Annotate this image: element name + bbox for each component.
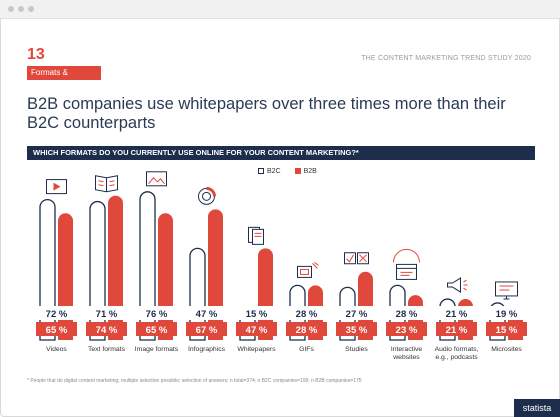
label-box-b2b bbox=[236, 322, 277, 336]
label-box-b2b bbox=[336, 322, 377, 336]
bar-b2c bbox=[89, 200, 106, 341]
legend-item-b2b: B2B bbox=[294, 168, 317, 175]
section-tag: Formats & Channels bbox=[27, 66, 101, 91]
document-stack-icon bbox=[248, 226, 264, 245]
legend-label-b2c: B2C bbox=[267, 168, 281, 175]
window-dot-icon bbox=[8, 6, 14, 12]
legend-label-b2b: B2B bbox=[303, 168, 317, 175]
label-box-b2c bbox=[36, 306, 77, 320]
data-label-b2c: 28 % bbox=[296, 309, 318, 320]
label-box-b2c bbox=[286, 306, 327, 320]
data-label-b2b: 28 % bbox=[296, 325, 318, 336]
data-label-b2b: 47 % bbox=[246, 325, 268, 336]
category-label: GIFs bbox=[299, 346, 314, 353]
legend-swatch-b2c bbox=[258, 168, 264, 175]
checkbox-icon bbox=[344, 252, 369, 265]
data-label-b2b: 35 % bbox=[346, 325, 368, 336]
bar-b2b bbox=[208, 209, 223, 340]
label-box-b2b bbox=[136, 322, 177, 336]
category-label: Whitepapers bbox=[237, 346, 276, 353]
label-box-b2c bbox=[436, 306, 477, 320]
category-label: Text formats bbox=[88, 346, 126, 353]
category-label: websites bbox=[392, 354, 420, 361]
window-titlebar bbox=[0, 0, 560, 19]
data-label-b2c: 21 % bbox=[446, 309, 468, 320]
data-label-b2c: 76 % bbox=[146, 309, 168, 320]
megaphone-icon bbox=[447, 277, 468, 293]
data-label-b2b: 65 % bbox=[146, 325, 168, 336]
label-box-b2c bbox=[186, 306, 227, 320]
category-label: Studies bbox=[345, 346, 368, 353]
category-label: Interactive bbox=[391, 346, 423, 353]
headline: B2B companies use whitepapers over three… bbox=[27, 95, 506, 132]
label-box-b2c bbox=[86, 306, 127, 320]
data-label-b2c: 72 % bbox=[46, 309, 68, 320]
data-label-b2b: 23 % bbox=[396, 325, 418, 336]
legend-swatch-b2b bbox=[294, 168, 301, 175]
gif-icon bbox=[297, 262, 319, 278]
legend-item-b2c: B2C bbox=[258, 168, 281, 175]
bar-b2c bbox=[139, 191, 156, 341]
page-number: 13 bbox=[27, 46, 45, 63]
bar-b2c bbox=[39, 199, 56, 341]
data-label-b2c: 47 % bbox=[196, 309, 218, 320]
label-box-b2c bbox=[486, 306, 527, 320]
label-box-b2b bbox=[436, 322, 477, 336]
chart-legend: B2C B2B bbox=[258, 168, 329, 175]
study-title: THE CONTENT MARKETING TREND STUDY 2020 bbox=[361, 55, 531, 62]
category-label: Image formats bbox=[135, 346, 179, 353]
data-label-b2b: 74 % bbox=[96, 325, 118, 336]
data-label-b2c: 71 % bbox=[96, 309, 118, 320]
data-label-b2b: 67 % bbox=[196, 325, 218, 336]
statista-logo: statista bbox=[514, 399, 560, 417]
bar-b2b bbox=[108, 195, 123, 340]
label-box-b2c bbox=[336, 306, 377, 320]
data-label-b2c: 27 % bbox=[346, 309, 368, 320]
label-box-b2c bbox=[236, 306, 277, 320]
label-box-b2c bbox=[136, 306, 177, 320]
monitor-icon bbox=[495, 281, 518, 300]
data-label-b2b: 15 % bbox=[496, 325, 518, 336]
bar-b2b bbox=[158, 213, 173, 340]
label-box-b2b bbox=[86, 322, 127, 336]
data-label-b2c: 19 % bbox=[496, 309, 518, 320]
data-label-b2b: 65 % bbox=[46, 325, 68, 336]
label-box-b2c bbox=[386, 306, 427, 320]
book-icon bbox=[95, 175, 118, 193]
bar-b2b bbox=[58, 213, 73, 340]
browser-window-icon bbox=[393, 248, 420, 280]
label-box-b2b bbox=[386, 322, 427, 336]
video-icon bbox=[46, 179, 67, 195]
label-box-b2b bbox=[36, 322, 77, 336]
window-dot-icon bbox=[28, 6, 34, 12]
category-label: Infographics bbox=[188, 346, 226, 353]
donut-chart-icon bbox=[198, 186, 216, 205]
image-icon bbox=[146, 171, 167, 187]
data-label-b2c: 15 % bbox=[246, 309, 268, 320]
label-box-b2b bbox=[486, 322, 527, 336]
category-label: Videos bbox=[46, 346, 67, 353]
window-dot-icon bbox=[18, 6, 24, 12]
data-label-b2c: 28 % bbox=[396, 309, 418, 320]
footnote: * People that do digital content marketi… bbox=[27, 378, 362, 384]
data-label-b2b: 21 % bbox=[446, 325, 468, 336]
category-label: Audio formats, bbox=[435, 346, 479, 353]
category-label: e.g., podcasts bbox=[435, 354, 478, 361]
category-label: Microsites bbox=[491, 346, 522, 353]
label-box-b2b bbox=[186, 322, 227, 336]
label-box-b2b bbox=[286, 322, 327, 336]
question-banner: WHICH FORMATS DO YOU CURRENTLY USE ONLIN… bbox=[27, 146, 535, 160]
